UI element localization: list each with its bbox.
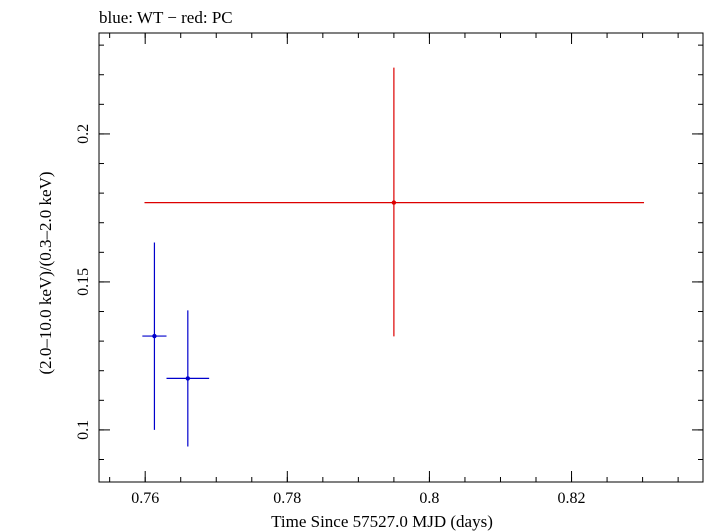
axis-ticks [99, 33, 703, 482]
y-tick-label: 0.1 [75, 420, 92, 440]
tick-labels: 0.76 0.78 0.8 0.82 0.1 0.15 0.2 [75, 124, 586, 507]
series-wt [142, 242, 210, 447]
chart-title: blue: WT − red: PC [99, 8, 233, 27]
x-axis-title: Time Since 57527.0 MJD (days) [271, 512, 493, 531]
x-tick-label: 0.78 [273, 490, 301, 507]
x-tick-label: 0.76 [131, 490, 159, 507]
data-series [142, 67, 645, 447]
y-tick-label: 0.2 [75, 124, 92, 144]
data-point [185, 376, 191, 381]
data-point [152, 333, 157, 339]
x-tick-label: 0.8 [419, 490, 439, 507]
series-pc [144, 67, 645, 337]
y-tick-label: 0.15 [75, 268, 92, 296]
x-tick-label: 0.82 [558, 490, 586, 507]
data-point [391, 200, 397, 205]
y-axis-title: (2.0–10.0 keV)/(0.3–2.0 keV) [36, 171, 55, 374]
plot-frame [98, 32, 704, 483]
